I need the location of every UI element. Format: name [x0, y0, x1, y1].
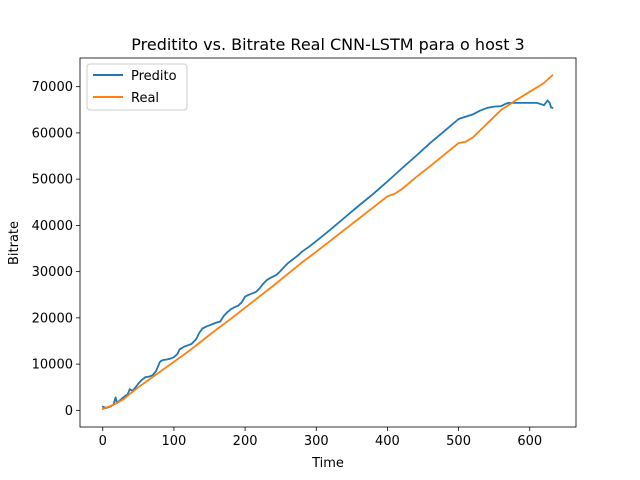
- x-tick-label: 400: [375, 434, 400, 449]
- y-tick-label: 40000: [32, 219, 73, 234]
- x-tick-label: 0: [99, 434, 107, 449]
- y-axis-title: Bitrate: [7, 221, 22, 265]
- series-line-predito: [101, 99, 554, 409]
- x-tick-label: 100: [162, 434, 187, 449]
- y-tick-label: 20000: [32, 311, 73, 326]
- x-tick-label: 200: [233, 434, 258, 449]
- x-tick-label: 600: [517, 434, 542, 449]
- y-axis: 0 10000 20000 30000 40000 50000 60000 70000: [32, 80, 80, 419]
- x-tick-label: 300: [304, 434, 329, 449]
- y-tick-label: 70000: [32, 80, 73, 95]
- legend: Predito Real: [86, 63, 188, 111]
- x-axis: 0 100 200 300 400 500 600: [99, 427, 542, 449]
- y-tick-label: 60000: [32, 126, 73, 141]
- y-tick-label: 10000: [32, 358, 73, 373]
- x-tick-label: 500: [446, 434, 471, 449]
- legend-label-real: Real: [131, 91, 159, 106]
- y-tick-label: 50000: [32, 173, 73, 188]
- legend-label-predito: Predito: [131, 69, 177, 84]
- series-lines: [101, 74, 554, 410]
- series-line-real: [101, 74, 554, 410]
- x-axis-title: Time: [311, 456, 344, 471]
- chart-title: Preditito vs. Bitrate Real CNN-LSTM para…: [131, 35, 524, 54]
- y-tick-label: 0: [65, 404, 73, 419]
- y-tick-label: 30000: [32, 265, 73, 280]
